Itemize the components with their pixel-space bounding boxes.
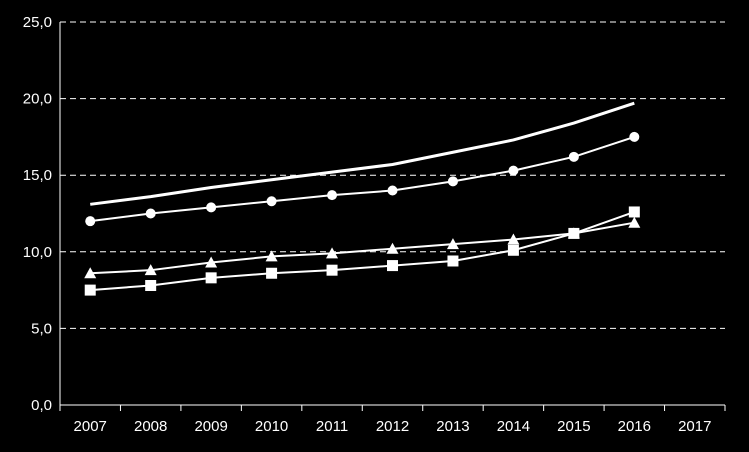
x-tick-label: 2014 <box>497 418 530 435</box>
x-tick-label: 2007 <box>74 418 107 435</box>
square-marker <box>447 255 459 267</box>
triangle-marker <box>628 216 641 228</box>
square-marker <box>84 284 96 296</box>
x-tick-label: 2011 <box>316 418 348 435</box>
triangle-marker <box>386 242 399 254</box>
circle-marker <box>145 208 156 219</box>
circle-marker <box>508 165 519 176</box>
triangle-marker <box>326 247 339 259</box>
y-tick-label: 0,0 <box>31 397 52 414</box>
square-marker <box>568 227 580 239</box>
y-axis-tick-labels: 0,0 5,0 10,0 15,0 20,0 25,0 <box>23 14 52 414</box>
circle-marker <box>206 202 217 213</box>
x-tick-label: 2016 <box>618 418 651 435</box>
x-tick-label: 2012 <box>376 418 409 435</box>
triangle-marker <box>446 238 459 250</box>
y-tick-label: 20,0 <box>23 91 52 108</box>
square-marker <box>507 244 519 256</box>
circle-marker <box>568 151 579 162</box>
triangle-marker <box>507 233 520 245</box>
series-line-circle <box>90 135 635 223</box>
triangle-marker <box>205 256 218 268</box>
circle-marker <box>327 190 338 201</box>
square-marker <box>387 260 398 272</box>
series-line-square <box>90 211 635 292</box>
data-series <box>84 101 641 296</box>
x-tick-label: 2017 <box>678 418 711 435</box>
circle-marker <box>387 185 398 196</box>
x-tick-label: 2009 <box>194 418 227 435</box>
x-axis-tick-labels: 2007 2008 2009 2010 2011 2012 2013 2014 2015 2016… <box>74 418 712 435</box>
circle-marker <box>629 131 640 142</box>
triangle-marker <box>265 250 278 262</box>
series-line-none <box>90 101 635 206</box>
square-marker <box>145 280 157 292</box>
triangle-marker <box>144 264 157 276</box>
triangle-marker <box>84 267 97 279</box>
axes <box>59 22 726 411</box>
circle-marker <box>266 196 277 207</box>
square-marker <box>628 206 640 218</box>
y-tick-label: 10,0 <box>23 244 52 261</box>
y-tick-label: 5,0 <box>31 320 52 337</box>
y-tick-label: 25,0 <box>23 14 52 31</box>
square-marker <box>205 272 217 284</box>
square-marker <box>266 267 278 279</box>
x-tick-label: 2008 <box>134 418 167 435</box>
circle-marker <box>447 176 458 187</box>
series-line-triangle <box>90 221 635 275</box>
gridlines <box>60 21 725 329</box>
x-tick-label: 2013 <box>436 418 469 435</box>
y-tick-label: 15,0 <box>23 167 52 184</box>
x-tick-label: 2010 <box>255 418 288 435</box>
square-marker <box>326 264 338 276</box>
x-tick-label: 2015 <box>557 418 590 435</box>
circle-marker <box>85 216 96 227</box>
